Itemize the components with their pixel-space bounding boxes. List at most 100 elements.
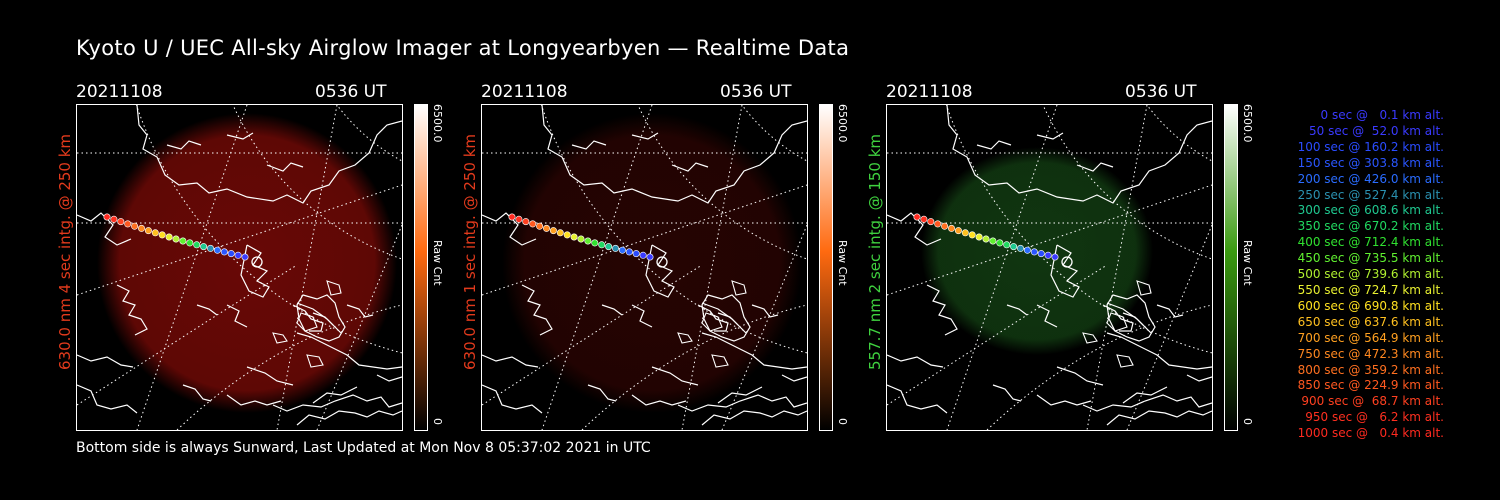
sky-map-3	[887, 105, 1212, 430]
trajectory-dot	[584, 237, 592, 245]
page-title: Kyoto U / UEC All-sky Airglow Imager at …	[76, 36, 850, 60]
sky-map-1	[77, 105, 402, 430]
trajectory-dot	[612, 244, 620, 252]
legend-row: 100 sec @ 160.2 km alt.	[1297, 139, 1444, 154]
trajectory-dot	[632, 250, 640, 258]
legend-row: 300 sec @ 608.6 km alt.	[1297, 203, 1444, 218]
trajectory-dot	[639, 251, 647, 259]
trajectory-dot	[207, 244, 215, 252]
panel-2-time: 0536 UT	[720, 82, 792, 102]
colorbar-2-unit: Raw Cnt	[836, 240, 849, 286]
sky-image-panel-1	[76, 104, 403, 431]
trajectory-dot	[117, 218, 125, 226]
trajectory-dot	[563, 231, 571, 239]
trajectory-dot	[186, 239, 194, 247]
legend-row: 200 sec @ 426.0 km alt.	[1297, 171, 1444, 186]
colorbar-2-max: 6500.0	[836, 104, 849, 143]
legend-row: 550 sec @ 724.7 km alt.	[1297, 282, 1444, 297]
trajectory-dot	[556, 229, 564, 237]
legend-row: 50 sec @ 52.0 km alt.	[1309, 123, 1444, 138]
trajectory-dot	[165, 233, 173, 241]
legend-row: 950 sec @ 6.2 km alt.	[1305, 410, 1444, 425]
panel-1-time: 0536 UT	[315, 82, 387, 102]
colorbar-1-unit: Raw Cnt	[431, 240, 444, 286]
trajectory-dot	[549, 227, 557, 235]
trajectory-dot	[591, 239, 599, 247]
colorbar-1-min: 0	[431, 418, 444, 425]
colorbar-1	[414, 104, 428, 431]
trajectory-dot	[515, 215, 523, 223]
colorbar-3-unit: Raw Cnt	[1241, 240, 1254, 286]
trajectory-dot	[151, 229, 159, 237]
trajectory-dot	[1017, 244, 1025, 252]
legend-row: 750 sec @ 472.3 km alt.	[1297, 346, 1444, 361]
station-marker	[1061, 256, 1073, 268]
trajectory-dot	[137, 224, 145, 232]
trajectory-dot	[172, 235, 180, 243]
trajectory-dot	[124, 220, 132, 228]
trajectory-dot	[646, 253, 654, 261]
legend-row: 350 sec @ 670.2 km alt.	[1297, 219, 1444, 234]
trajectory-dot	[920, 215, 928, 223]
trajectory-dot	[1037, 250, 1045, 258]
station-marker	[251, 256, 263, 268]
legend-row: 1000 sec @ 0.4 km alt.	[1297, 426, 1444, 441]
station-marker	[656, 256, 668, 268]
legend-row: 700 sec @ 564.9 km alt.	[1297, 330, 1444, 345]
trajectory-dot	[220, 248, 228, 256]
trajectory-dot	[234, 251, 242, 259]
legend-row: 150 sec @ 303.8 km alt.	[1297, 155, 1444, 170]
trajectory-dot	[982, 235, 990, 243]
legend-row: 650 sec @ 637.6 km alt.	[1297, 314, 1444, 329]
trajectory-dot	[625, 248, 633, 256]
trajectory-dot	[961, 229, 969, 237]
trajectory-dot	[103, 213, 111, 221]
colorbar-3	[1224, 104, 1238, 431]
panel-2-side-label: 630.0 nm 1 sec intg. @ 250 km	[461, 133, 479, 370]
legend-row: 250 sec @ 527.4 km alt.	[1297, 187, 1444, 202]
sky-image-panel-2	[481, 104, 808, 431]
trajectory-dot	[1010, 243, 1018, 251]
panel-3-time: 0536 UT	[1125, 82, 1197, 102]
panel-3-side-label: 557.7 nm 2 sec intg. @ 150 km	[866, 133, 884, 370]
trajectory-dot	[227, 250, 235, 258]
trajectory-dot	[927, 218, 935, 226]
trajectory-dot	[598, 241, 606, 249]
trajectory-dot	[179, 237, 187, 245]
trajectory-dot	[941, 222, 949, 230]
legend-row: 450 sec @ 735.5 km alt.	[1297, 251, 1444, 266]
trajectory-dot	[508, 213, 516, 221]
trajectory-dot	[241, 253, 249, 261]
trajectory-dot	[954, 227, 962, 235]
trajectory-dot	[131, 222, 139, 230]
legend-row: 600 sec @ 690.8 km alt.	[1297, 298, 1444, 313]
trajectory-dot	[522, 218, 530, 226]
trajectory-dot	[110, 215, 118, 223]
trajectory-dot	[947, 224, 955, 232]
legend-row: 500 sec @ 739.6 km alt.	[1297, 267, 1444, 282]
legend-row: 400 sec @ 712.4 km alt.	[1297, 235, 1444, 250]
panel-1-side-label: 630.0 nm 4 sec intg. @ 250 km	[56, 133, 74, 370]
trajectory-dot	[934, 220, 942, 228]
sky-map-2	[482, 105, 807, 430]
colorbar-3-max: 6500.0	[1241, 104, 1254, 143]
trajectory-dot	[989, 237, 997, 245]
trajectory-dot	[158, 231, 166, 239]
colorbar-2	[819, 104, 833, 431]
trajectory-dot	[200, 243, 208, 251]
trajectory-dot	[570, 233, 578, 241]
trajectory-dot	[618, 246, 626, 254]
sky-image-panel-3	[886, 104, 1213, 431]
trajectory-dot	[975, 233, 983, 241]
trajectory-dot	[1051, 253, 1059, 261]
legend-row: 0 sec @ 0.1 km alt.	[1320, 108, 1445, 122]
trajectory-dot	[193, 241, 201, 249]
trajectory-dot	[605, 243, 613, 251]
colorbar-3-min: 0	[1241, 418, 1254, 425]
trajectory-dot	[577, 235, 585, 243]
trajectory-dot	[968, 231, 976, 239]
colorbar-2-min: 0	[836, 418, 849, 425]
trajectory-dot	[536, 222, 544, 230]
trajectory-dot	[1044, 251, 1052, 259]
panel-1-date: 20211108	[76, 82, 163, 102]
